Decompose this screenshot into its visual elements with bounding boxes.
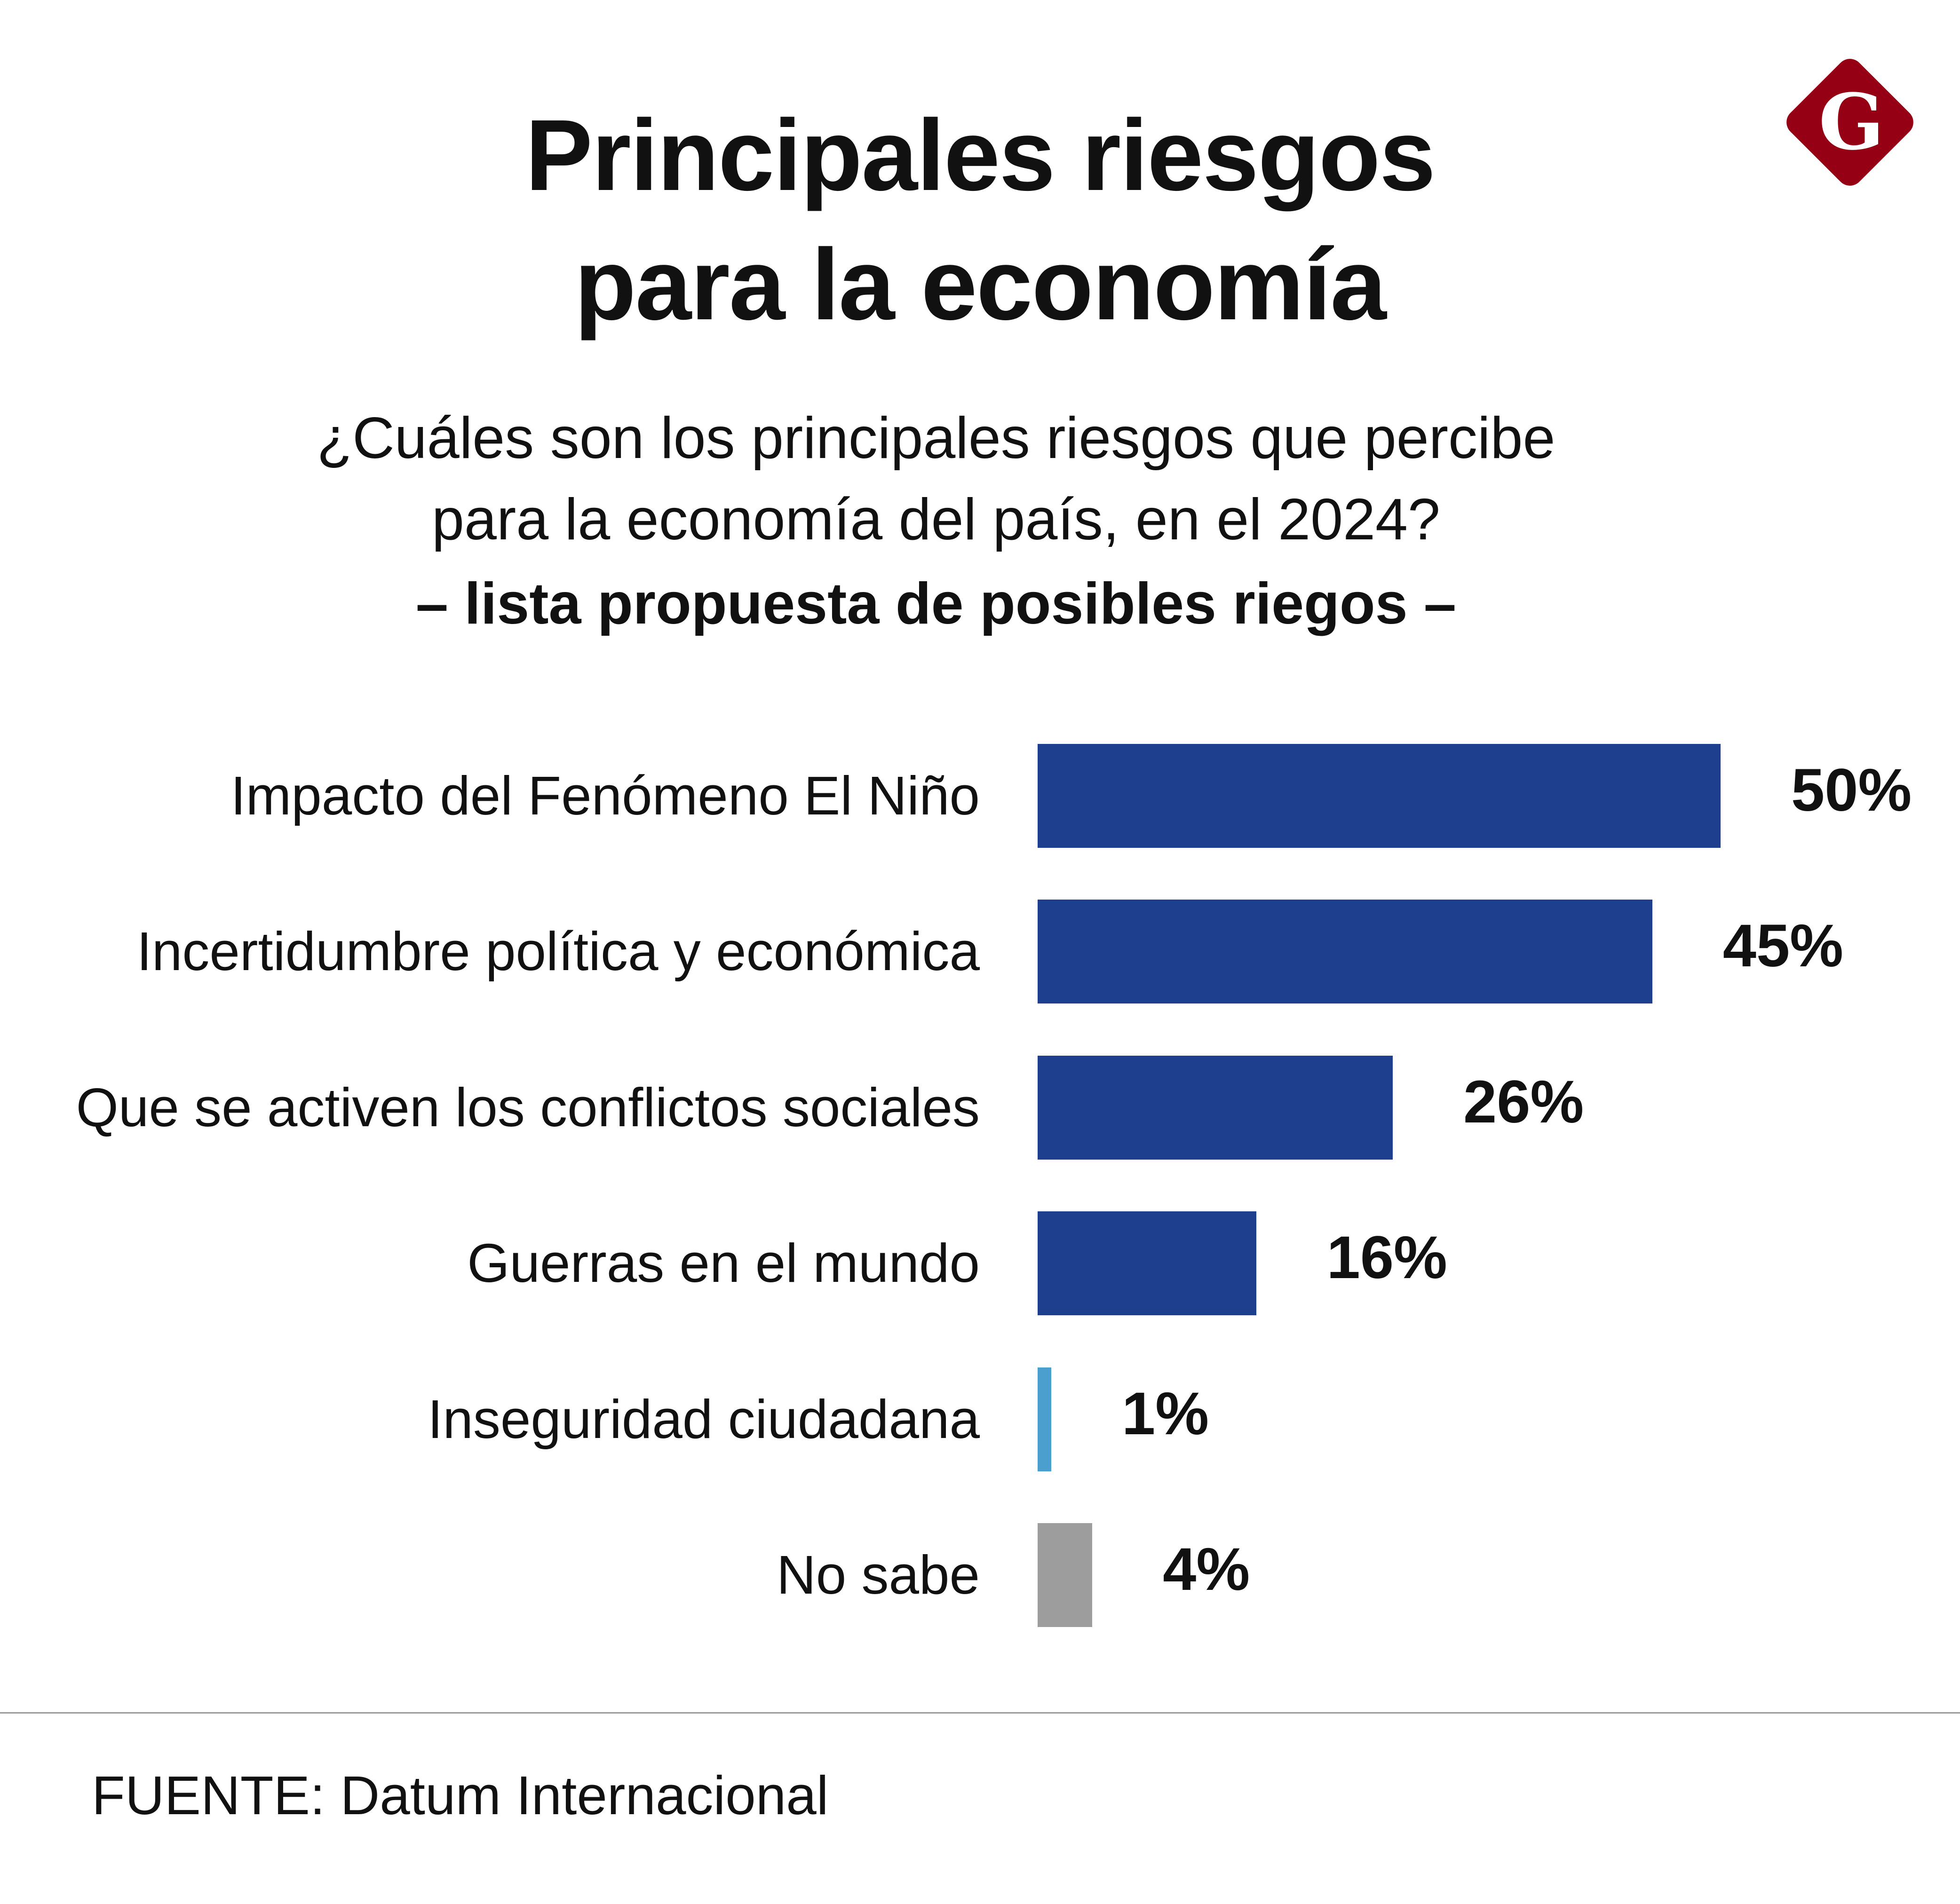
category-label: Incertidumbre política y económica [136, 921, 980, 982]
bar [1038, 1055, 1393, 1160]
bar [1038, 1523, 1093, 1627]
divider [0, 1712, 1960, 1714]
category-label: Guerras en el mundo [467, 1232, 980, 1294]
value-label: 50% [1791, 757, 1912, 824]
category-label: Que se activen los conflictos sociales [76, 1076, 980, 1138]
value-label: 4% [1163, 1536, 1250, 1603]
bar [1038, 744, 1721, 848]
value-label: 1% [1122, 1380, 1209, 1447]
category-label: No sabe [776, 1544, 980, 1605]
bar [1038, 1211, 1256, 1316]
chart-title-line1: Principales riesgos [525, 98, 1436, 212]
source-note: FUENTE: Datum Internacional [92, 1765, 829, 1826]
category-label: Impacto del Fenómeno El Niño [230, 765, 980, 826]
category-label: Inseguridad ciudadana [428, 1388, 980, 1450]
logo-letter: G [1818, 77, 1884, 167]
bar [1038, 1367, 1052, 1471]
brand-logo: G [1786, 59, 1913, 186]
logo-diamond [1786, 59, 1913, 186]
question-line2: para la economía del país, en el 2024? [432, 487, 1440, 552]
chart-title-line2: para la economía [574, 228, 1387, 341]
value-label: 26% [1463, 1068, 1584, 1136]
question-line1: ¿Cuáles son los principales riesgos que … [317, 406, 1555, 471]
bar [1038, 900, 1652, 1004]
question-note: – lista propuesta de posibles riegos – [415, 571, 1457, 636]
value-label: 16% [1326, 1224, 1447, 1292]
value-label: 45% [1722, 912, 1843, 980]
